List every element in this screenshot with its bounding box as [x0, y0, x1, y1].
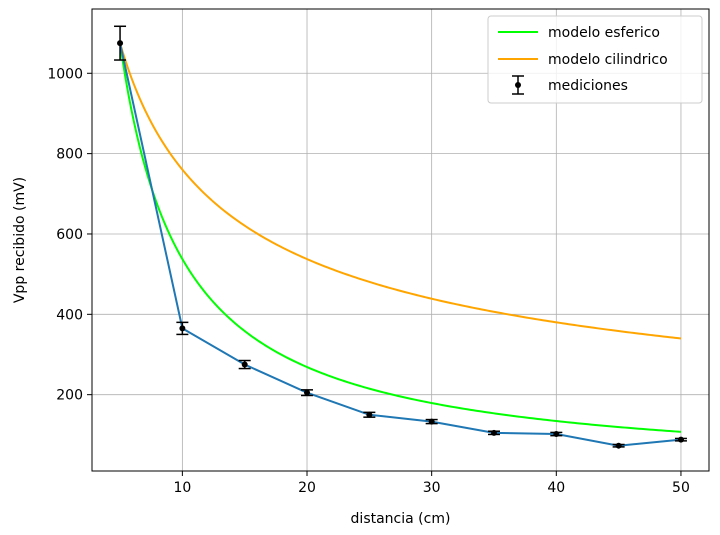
data-point: [490, 429, 497, 436]
y-tick-label: 800: [56, 147, 83, 163]
legend-label-esferico: modelo esferico: [548, 25, 660, 41]
y-tick-label: 200: [56, 388, 83, 404]
series-modelo-cilindrico: [119, 42, 682, 340]
y-tick-label: 1000: [47, 66, 83, 82]
data-point: [366, 411, 373, 418]
x-axis-label: distancia (cm): [351, 511, 451, 527]
plot-area: [114, 25, 687, 449]
y-axis-label: Vpp recibido (mV): [12, 177, 28, 303]
legend-swatch-mediciones: [512, 75, 524, 95]
data-point: [117, 40, 124, 47]
x-tick-label: 50: [672, 480, 690, 496]
legend-box: [487, 15, 703, 104]
data-point: [179, 325, 186, 332]
legend: modelo esferico modelo cilindrico medici…: [487, 15, 703, 104]
data-point: [553, 431, 560, 438]
data-point: [241, 361, 248, 368]
legend-label-cilindrico: modelo cilindrico: [548, 52, 668, 68]
x-tick-label: 30: [423, 480, 441, 496]
series-mediciones-line: [119, 42, 682, 447]
data-point: [304, 389, 311, 396]
data-point: [677, 436, 684, 443]
plot-frame: [91, 8, 710, 472]
legend-label-mediciones: mediciones: [548, 78, 628, 94]
y-tick-label: 400: [56, 307, 83, 323]
x-tick-label: 40: [547, 480, 565, 496]
data-point: [615, 442, 622, 449]
axes: 10 20 30 40 50 200 400 600 800 1000: [47, 66, 690, 496]
data-point: [428, 418, 435, 425]
y-tick-label: 600: [56, 227, 83, 243]
series-modelo-esferico: [119, 43, 682, 433]
x-tick-label: 10: [173, 480, 191, 496]
x-tick-label: 20: [298, 480, 316, 496]
